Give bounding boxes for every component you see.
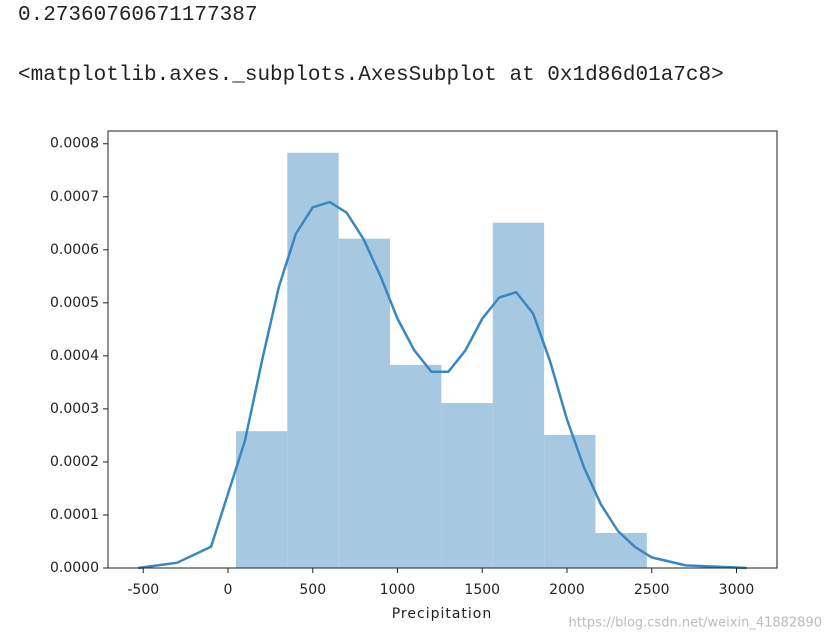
x-tick-label: 0 xyxy=(224,582,233,598)
y-tick-label: 0.0000 xyxy=(50,560,99,576)
y-tick-label: 0.0001 xyxy=(50,507,99,523)
histogram-bar xyxy=(492,222,545,568)
x-axis-label: Precipitation xyxy=(392,606,493,622)
histogram-bar xyxy=(235,431,288,568)
histogram-bar xyxy=(338,238,391,568)
x-tick-label: 1500 xyxy=(464,582,500,598)
output-repr: <matplotlib.axes._subplots.AxesSubplot a… xyxy=(18,64,724,87)
output-value: 0.27360760671177387 xyxy=(18,4,258,27)
y-tick-label: 0.0003 xyxy=(50,401,99,417)
x-tick-label: -500 xyxy=(127,582,159,598)
y-tick-label: 0.0008 xyxy=(50,136,99,152)
x-tick-label: 3000 xyxy=(719,582,755,598)
y-tick-label: 0.0007 xyxy=(50,189,99,205)
histogram-bar xyxy=(544,434,596,568)
x-tick-label: 2500 xyxy=(634,582,670,598)
x-tick-label: 500 xyxy=(299,582,326,598)
x-tick-label: 2000 xyxy=(549,582,585,598)
y-tick-label: 0.0006 xyxy=(50,242,99,258)
histogram-bar xyxy=(441,403,493,568)
x-tick-label: 1000 xyxy=(380,582,416,598)
histogram-bar xyxy=(390,364,442,568)
y-tick-label: 0.0005 xyxy=(50,295,99,311)
y-tick-label: 0.0002 xyxy=(50,454,99,470)
plot-frame xyxy=(107,130,778,569)
watermark: https://blog.csdn.net/weixin_41882890 xyxy=(568,616,822,631)
y-tick-label: 0.0004 xyxy=(50,348,99,364)
histogram-bar xyxy=(595,532,647,568)
kde-line xyxy=(138,200,747,570)
histogram-bar xyxy=(287,152,339,568)
